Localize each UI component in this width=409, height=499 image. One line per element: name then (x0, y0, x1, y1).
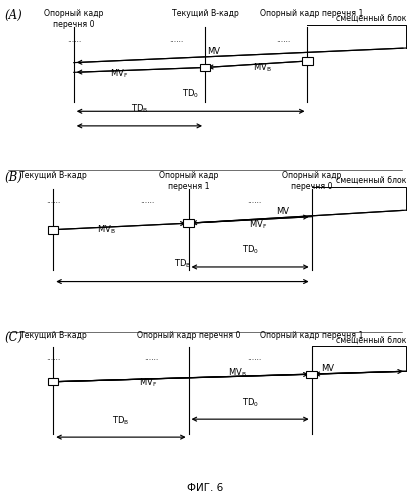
Text: Текущий В-кадр: Текущий В-кадр (171, 9, 238, 18)
Text: Опорный кадр перечня 1: Опорный кадр перечня 1 (259, 9, 362, 18)
Bar (183, 219, 193, 227)
Bar (48, 378, 58, 385)
Text: MV: MV (321, 364, 334, 373)
Text: TD$_\mathsf{0}$: TD$_\mathsf{0}$ (241, 243, 258, 255)
Bar (48, 226, 58, 234)
Text: ......: ...... (46, 353, 60, 362)
Text: (A): (A) (4, 9, 22, 22)
Text: MV$_\mathsf{B}$: MV$_\mathsf{B}$ (228, 366, 247, 379)
Text: MV$_\mathsf{F}$: MV$_\mathsf{F}$ (249, 219, 267, 231)
Text: MV$_\mathsf{B}$: MV$_\mathsf{B}$ (97, 224, 116, 236)
Text: TD$_\mathsf{B}$: TD$_\mathsf{B}$ (130, 102, 148, 115)
Text: Текущий В-кадр: Текущий В-кадр (20, 331, 86, 340)
Text: смещенный блок: смещенный блок (335, 176, 405, 185)
Text: ......: ...... (275, 35, 289, 44)
Text: ФИГ. 6: ФИГ. 6 (187, 483, 222, 493)
Text: ......: ...... (169, 35, 183, 44)
Text: TD$_\mathsf{0}$: TD$_\mathsf{0}$ (182, 87, 199, 100)
Text: MV: MV (206, 47, 219, 56)
Text: ......: ...... (247, 196, 261, 205)
Text: ......: ...... (46, 196, 60, 205)
Text: Опорный кадр
перечня 0: Опорный кадр перечня 0 (281, 171, 340, 192)
Text: ......: ...... (140, 196, 154, 205)
Text: смещенный блок: смещенный блок (335, 14, 405, 23)
Text: смещенный блок: смещенный блок (335, 335, 405, 344)
Bar (302, 57, 312, 65)
Text: TD$_\mathsf{0}$: TD$_\mathsf{0}$ (241, 396, 258, 409)
Text: ......: ...... (247, 353, 261, 362)
Text: Опорный кадр
перечня 1: Опорный кадр перечня 1 (159, 171, 218, 192)
Text: MV$_\mathsf{B}$: MV$_\mathsf{B}$ (252, 61, 271, 74)
Text: TD$_\mathsf{B}$: TD$_\mathsf{B}$ (112, 414, 129, 427)
Text: Опорный кадр
перечня 0: Опорный кадр перечня 0 (44, 9, 103, 29)
Text: MV$_\mathsf{F}$: MV$_\mathsf{F}$ (138, 377, 156, 390)
Text: MV$_\mathsf{F}$: MV$_\mathsf{F}$ (110, 68, 128, 80)
Bar (306, 371, 316, 378)
Text: (B): (B) (4, 171, 22, 184)
Text: MV: MV (276, 207, 289, 217)
Text: Текущий В-кадр: Текущий В-кадр (20, 171, 86, 180)
Bar (200, 63, 209, 71)
Text: Опорный кадр перечня 1: Опорный кадр перечня 1 (259, 331, 362, 340)
Text: ......: ...... (144, 353, 158, 362)
Text: ......: ...... (67, 35, 81, 44)
Text: Опорный кадр перечня 0: Опорный кадр перечня 0 (137, 331, 240, 340)
Text: TD$_\mathsf{B}$: TD$_\mathsf{B}$ (173, 257, 191, 270)
Text: (C): (C) (4, 331, 22, 344)
